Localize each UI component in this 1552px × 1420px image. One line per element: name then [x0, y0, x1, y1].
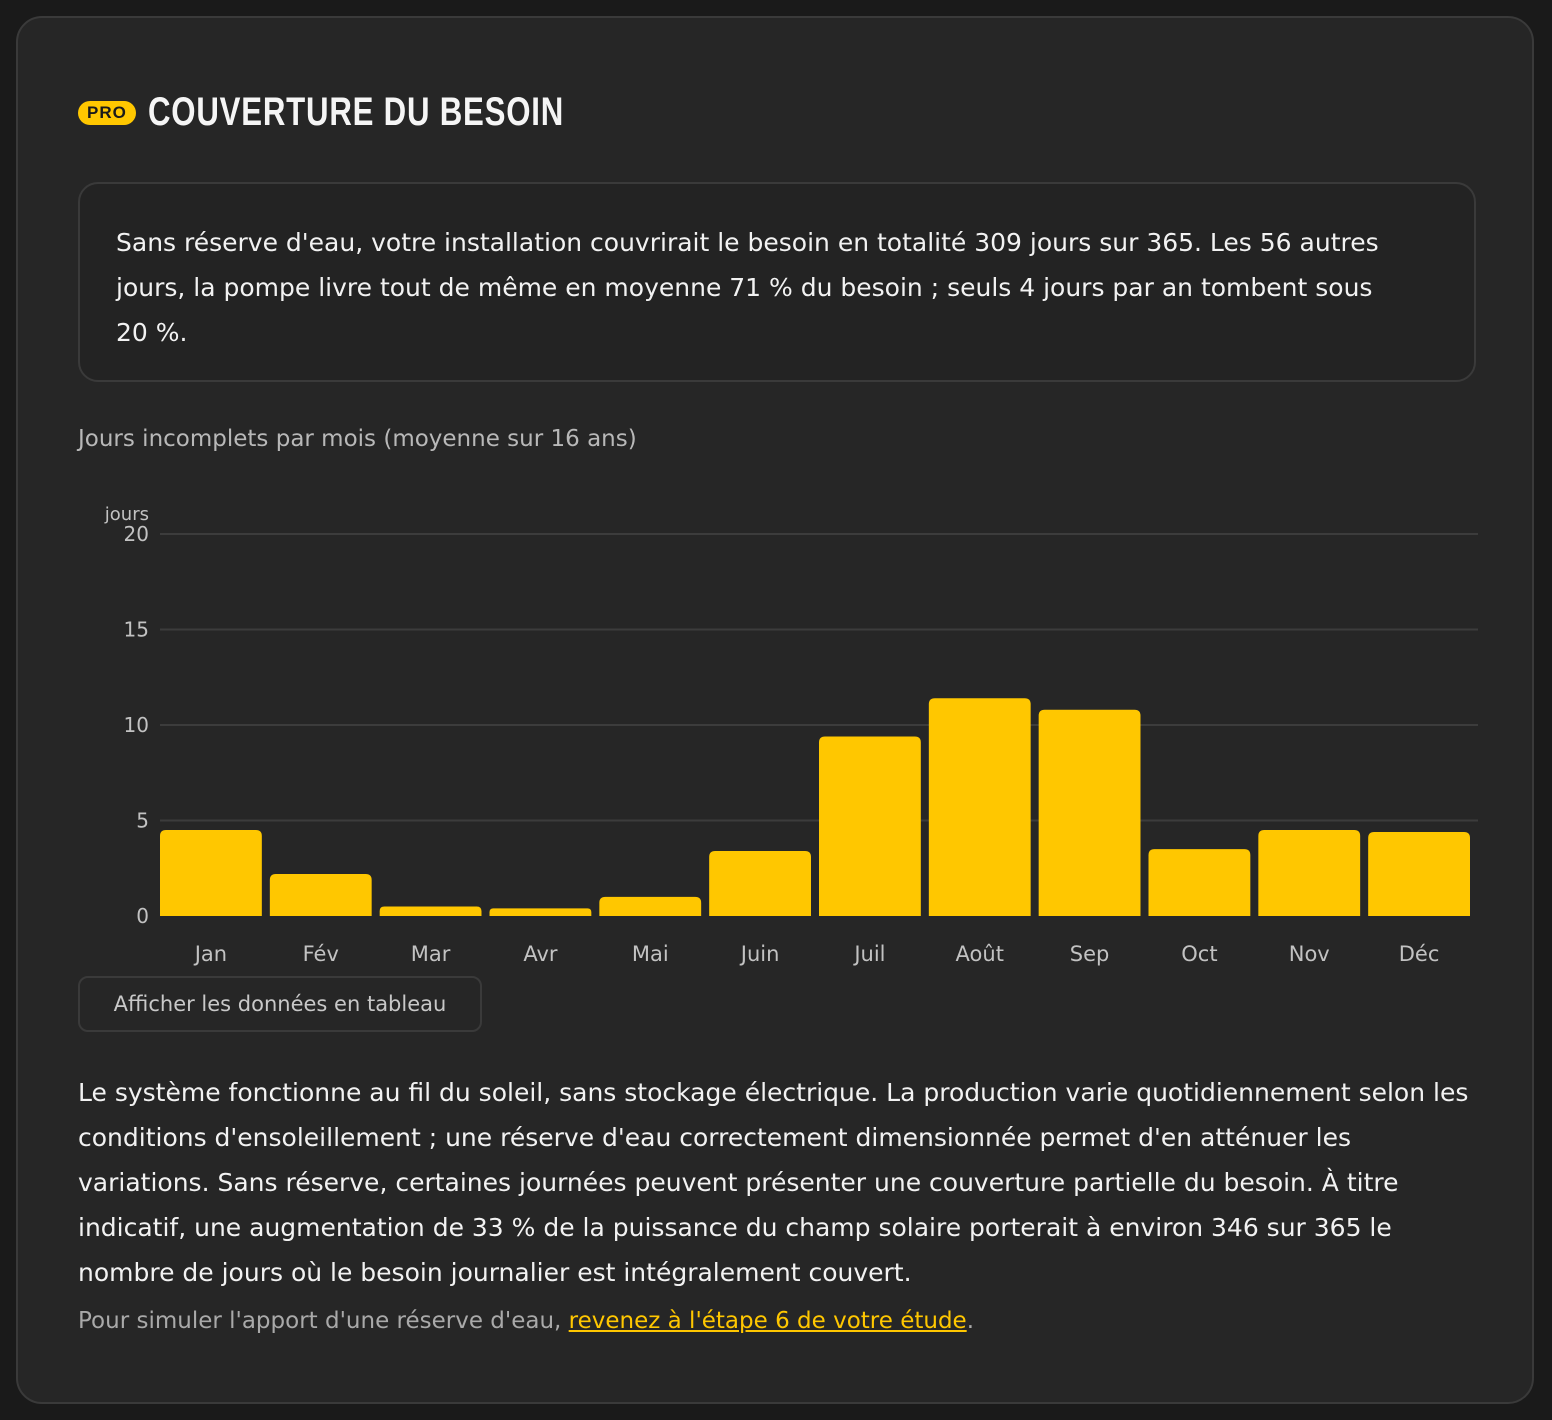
card-title: COUVERTURE DU BESOIN	[147, 90, 564, 134]
bar-avr	[489, 908, 592, 916]
x-tick-label: Mai	[632, 942, 669, 966]
y-tick-label: 10	[124, 713, 149, 737]
bar-oct	[1148, 849, 1251, 916]
summary-box: Sans réserve d'eau, votre installation c…	[78, 182, 1476, 382]
x-tick-label: Sep	[1070, 942, 1110, 966]
explanation-text: Le système fonctionne au fil du soleil, …	[78, 1078, 1469, 1287]
x-tick-label: Juin	[739, 942, 780, 966]
bar-sep	[1038, 709, 1141, 916]
bar-août	[928, 698, 1031, 916]
x-tick-label: Fév	[303, 942, 339, 966]
footnote-prefix: Pour simuler l'apport d'une réserve d'ea…	[78, 1308, 569, 1334]
pro-badge: PRO	[78, 100, 136, 125]
footnote: Pour simuler l'apport d'une réserve d'ea…	[78, 1308, 1478, 1334]
bar-mai	[599, 896, 702, 916]
bar-déc	[1368, 831, 1470, 916]
monthly-bar-chart: jours 0 5 10 15 20 Jan Fév Mar Avr Mai Juin Juil Août…	[104, 504, 1478, 966]
x-tick-label: Août	[956, 942, 1004, 966]
x-tick-label: Nov	[1289, 942, 1330, 966]
y-tick-label: 5	[136, 809, 149, 833]
chart-caption: Jours incomplets par mois (moyenne sur 1…	[78, 426, 637, 452]
x-tick-label: Juil	[852, 942, 885, 966]
bar-mar	[379, 906, 482, 916]
bar-jan	[160, 830, 262, 916]
x-tick-label: Jan	[193, 942, 227, 966]
show-table-button[interactable]: Afficher les données en tableau	[78, 976, 482, 1032]
x-tick-label: Déc	[1399, 942, 1440, 966]
step-6-link[interactable]: revenez à l'étape 6 de votre étude	[568, 1308, 967, 1334]
bar-nov	[1258, 830, 1361, 916]
y-tick-label: 0	[136, 904, 149, 928]
summary-text: Sans réserve d'eau, votre installation c…	[116, 228, 1379, 347]
x-tick-label: Oct	[1181, 942, 1217, 966]
bar-juil	[819, 736, 921, 916]
coverage-card: PRO COUVERTURE DU BESOIN Sans réserve d'…	[16, 16, 1534, 1404]
y-axis-label: jours	[104, 504, 149, 525]
bar-juin	[709, 851, 811, 916]
y-tick-label: 15	[124, 618, 149, 642]
x-tick-label: Mar	[411, 942, 451, 966]
footnote-suffix: .	[966, 1308, 975, 1334]
x-tick-label: Avr	[523, 942, 558, 966]
bar-fév	[269, 873, 372, 916]
y-tick-label: 20	[124, 522, 149, 546]
card-header: PRO COUVERTURE DU BESOIN	[78, 90, 681, 135]
